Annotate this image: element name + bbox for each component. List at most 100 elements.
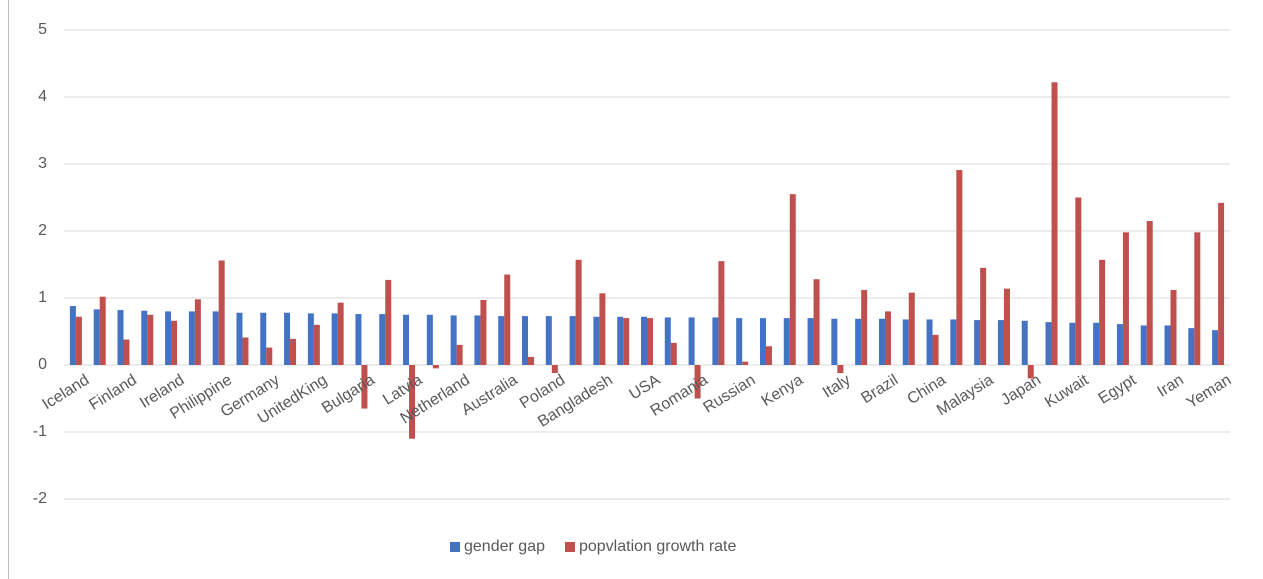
y-tick-label: -1 xyxy=(33,423,47,440)
bar xyxy=(456,344,463,365)
y-tick-label: 4 xyxy=(38,88,47,105)
bar xyxy=(194,299,201,365)
legend-swatch xyxy=(564,542,575,552)
bar xyxy=(290,338,297,365)
bar xyxy=(1003,288,1010,365)
bar xyxy=(99,296,106,365)
y-tick-label: 0 xyxy=(38,356,47,373)
bar xyxy=(950,319,957,365)
bar xyxy=(337,302,344,365)
bar xyxy=(1093,322,1100,365)
x-tick-label: Iran xyxy=(1154,372,1186,401)
bar xyxy=(379,314,386,365)
x-tick-label: Finland xyxy=(86,372,140,414)
bar xyxy=(861,289,868,365)
bar xyxy=(93,309,100,365)
bar xyxy=(522,316,529,365)
bar xyxy=(641,316,647,365)
bar xyxy=(1212,330,1219,365)
bar xyxy=(902,319,909,365)
bar xyxy=(956,170,963,365)
grid xyxy=(64,29,1230,500)
bar xyxy=(688,317,695,365)
bar xyxy=(718,261,725,365)
bar xyxy=(147,314,154,365)
bar xyxy=(926,319,933,365)
bar xyxy=(670,342,677,365)
bar xyxy=(1099,259,1106,365)
bar xyxy=(551,365,558,374)
bar xyxy=(165,311,172,365)
x-tick-label: Kuwait xyxy=(1042,371,1092,411)
bar xyxy=(1075,197,1082,365)
bar xyxy=(123,339,130,365)
bar xyxy=(712,317,719,365)
bar xyxy=(218,260,225,365)
bar xyxy=(855,318,862,365)
x-tick-label: Yeman xyxy=(1184,372,1235,413)
bar xyxy=(1140,325,1147,365)
bar xyxy=(1122,232,1129,365)
bar xyxy=(385,279,392,365)
bar xyxy=(188,311,195,365)
bar xyxy=(480,300,487,365)
bar xyxy=(141,310,148,365)
x-tick-label: Kenya xyxy=(759,372,807,411)
bar xyxy=(647,318,653,365)
bar xyxy=(242,337,249,365)
x-tick-label: Iceland xyxy=(39,372,92,414)
bar xyxy=(236,312,243,365)
x-tick-label: Egypt xyxy=(1096,371,1140,407)
bar xyxy=(474,315,481,365)
bar xyxy=(313,324,320,365)
bar xyxy=(694,365,701,399)
bar xyxy=(1194,232,1201,365)
bar xyxy=(498,316,505,365)
bar xyxy=(361,365,368,409)
bar xyxy=(331,313,338,365)
bar xyxy=(759,318,766,365)
bar xyxy=(171,320,178,365)
bar xyxy=(908,292,915,365)
bar xyxy=(117,310,124,365)
bar xyxy=(569,316,576,365)
x-tick-label: Bulgaria xyxy=(319,371,378,417)
bar xyxy=(266,347,273,365)
bar xyxy=(932,334,939,365)
bar xyxy=(974,320,981,365)
legend-swatch xyxy=(450,542,460,552)
bar xyxy=(997,320,1004,365)
bar xyxy=(1027,365,1034,379)
x-tick-label: Brazil xyxy=(858,372,901,408)
bar xyxy=(617,316,624,365)
bar xyxy=(545,316,552,365)
bar xyxy=(212,311,219,365)
bar xyxy=(575,259,582,365)
bar xyxy=(1021,320,1028,365)
bar xyxy=(783,318,790,365)
bar xyxy=(789,194,796,365)
bar xyxy=(807,318,814,365)
x-tick-label: Italy xyxy=(820,372,854,402)
bar xyxy=(1045,322,1052,365)
bar xyxy=(623,318,630,365)
bar xyxy=(432,365,439,369)
bar xyxy=(884,311,891,365)
bar xyxy=(831,318,838,365)
bar xyxy=(736,318,743,365)
bar xyxy=(69,306,76,365)
bar xyxy=(742,361,749,365)
y-tick-label: 3 xyxy=(38,155,47,172)
bar xyxy=(813,279,820,365)
y-tick-label: 5 xyxy=(38,21,47,38)
bar xyxy=(403,314,410,365)
bar xyxy=(260,312,267,365)
bar xyxy=(284,312,291,365)
bar xyxy=(878,318,885,365)
bar xyxy=(664,317,671,365)
y-tick-label: -2 xyxy=(33,490,47,507)
bar xyxy=(75,316,82,365)
bar xyxy=(355,314,362,365)
